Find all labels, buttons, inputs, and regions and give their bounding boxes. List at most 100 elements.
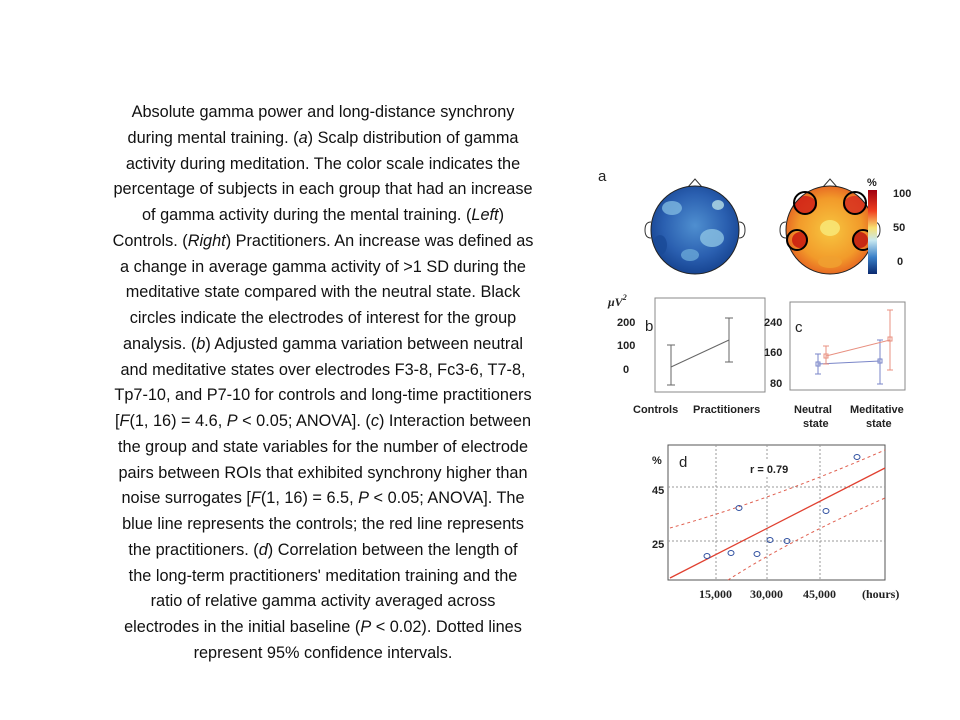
text-run: meditative state compared with the neutr… xyxy=(125,283,521,302)
caption-line: represent 95% confidence intervals. xyxy=(40,641,606,667)
data-points xyxy=(703,454,861,559)
caption-line: and meditative states over electrodes F3… xyxy=(40,358,606,384)
color-bar-tick: 0 xyxy=(897,256,903,268)
y-unit-sup: 2 xyxy=(622,293,627,302)
text-run: during mental training. ( xyxy=(127,128,299,147)
color-bar-tick: 100 xyxy=(893,188,911,200)
italic-run: d xyxy=(258,540,268,559)
text-run: activity during meditation. The color sc… xyxy=(125,154,521,173)
caption-line: blue line represents the controls; the r… xyxy=(40,512,606,538)
caption: Absolute gamma power and long-distance s… xyxy=(40,100,606,667)
caption-line: Controls. (Right) Practitioners. An incr… xyxy=(40,229,606,255)
text-run: ) Practitioners. An increase was defined… xyxy=(225,231,534,250)
text-run: and meditative states over electrodes F3… xyxy=(120,360,526,379)
text-run: of gamma activity during the mental trai… xyxy=(142,206,472,224)
text-run: ) Interaction between xyxy=(378,412,532,430)
text-run: the long-term practitioners' meditation … xyxy=(128,566,518,585)
annotation-bg xyxy=(740,460,788,476)
y-tick-label: 0 xyxy=(623,364,629,376)
x-tick-label: Practitioners xyxy=(693,404,760,416)
y-tick-label: 25 xyxy=(652,539,664,551)
scalp-map-practitioners xyxy=(779,178,881,275)
x-tick-label: 45,000 xyxy=(803,587,836,601)
text-run: [ xyxy=(114,412,120,430)
caption-line: the group and state variables for the nu… xyxy=(40,435,606,461)
caption-line: [F(1, 16) = 4.6, P < 0.05; ANOVA]. (c) I… xyxy=(40,409,606,435)
italic-run: b xyxy=(196,334,206,353)
plot-frame xyxy=(789,301,906,391)
text-run: < 0.05; ANOVA]. The xyxy=(369,489,525,508)
caption-line: noise surrogates [F(1, 16) = 6.5, P < 0.… xyxy=(40,486,606,512)
text-run: ) Scalp distribution of gamma xyxy=(307,128,519,147)
text-run: blue line represents the controls; the r… xyxy=(122,515,524,533)
italic-run: P xyxy=(360,618,372,636)
caption-line: ratio of relative gamma activity average… xyxy=(40,589,606,615)
caption-line: pairs between ROIs that exhibited synchr… xyxy=(40,461,606,487)
color-bar xyxy=(868,190,877,274)
y-tick-label: 240 xyxy=(764,317,782,329)
text-run: Tp7-10, and P7-10 for controls and long-… xyxy=(114,386,532,405)
y-tick-label: 160 xyxy=(764,347,782,359)
caption-line: meditative state compared with the neutr… xyxy=(40,280,606,306)
text-run: ) Correlation between the length of xyxy=(267,540,518,559)
text-run: analysis. ( xyxy=(122,334,197,353)
x-tick-label: state xyxy=(866,418,892,430)
x-unit: (hours) xyxy=(862,587,899,601)
text-run: < 0.05; ANOVA]. ( xyxy=(237,412,371,430)
italic-run: F xyxy=(119,412,130,430)
y-unit: μV2 xyxy=(607,293,627,309)
x-tick-label: Controls xyxy=(633,404,678,416)
x-tick-label: Neutral xyxy=(794,404,832,416)
text-run: the group and state variables for the nu… xyxy=(118,437,528,456)
italic-run: a xyxy=(298,128,308,147)
text-run: percentage of subjects in each group tha… xyxy=(113,180,533,199)
text-run: ) Adjusted gamma variation between neutr… xyxy=(205,334,524,353)
italic-run: F xyxy=(250,489,261,508)
caption-line: the practitioners. (d) Correlation betwe… xyxy=(40,538,606,564)
y-tick-label: 100 xyxy=(617,340,635,352)
text-run: noise surrogates [ xyxy=(121,489,251,508)
y-unit: % xyxy=(652,455,662,467)
text-run: (1, 16) = 6.5, xyxy=(260,489,359,508)
caption-line: the long-term practitioners' meditation … xyxy=(40,564,606,590)
caption-line: percentage of subjects in each group tha… xyxy=(40,177,606,203)
text-run: Controls. ( xyxy=(112,231,188,250)
x-tick-label: Meditative xyxy=(850,404,904,416)
annotation: r = 0.79 xyxy=(750,464,788,476)
text-run: a change in average gamma activity of >1… xyxy=(120,257,526,276)
text-run: ) xyxy=(498,206,504,224)
text-run: (1, 16) = 4.6, xyxy=(129,412,227,430)
plot-frame xyxy=(654,297,766,393)
controls-line xyxy=(815,339,883,385)
fit-line xyxy=(669,467,886,579)
caption-line: analysis. (b) Adjusted gamma variation b… xyxy=(40,332,606,358)
color-bar-unit: % xyxy=(867,177,877,189)
y-tick-label: 200 xyxy=(617,317,635,329)
text-run: pairs between ROIs that exhibited synchr… xyxy=(118,463,528,482)
text-run: < 0.02). Dotted lines xyxy=(371,618,522,636)
scalp-map-controls xyxy=(644,178,746,275)
plot-frame xyxy=(667,444,886,581)
text-run: ratio of relative gamma activity average… xyxy=(150,592,496,611)
caption-line: circles indicate the electrodes of inter… xyxy=(40,306,606,332)
text-run: the practitioners. ( xyxy=(128,540,259,559)
caption-line: of gamma activity during the mental trai… xyxy=(40,203,606,229)
panel-label: a xyxy=(598,168,607,185)
caption-line: a change in average gamma activity of >1… xyxy=(40,255,606,281)
caption-line: activity during meditation. The color sc… xyxy=(40,152,606,178)
caption-line: during mental training. (a) Scalp distri… xyxy=(40,126,606,152)
italic-run: P xyxy=(358,489,370,508)
x-tick-label: state xyxy=(803,418,829,430)
y-tick-label: 45 xyxy=(652,485,664,497)
x-tick-label: 30,000 xyxy=(750,587,783,601)
practitioners-line xyxy=(823,309,893,371)
data-lines xyxy=(667,317,733,386)
text-run: represent 95% confidence intervals. xyxy=(193,643,453,662)
italic-run: c xyxy=(370,412,379,430)
text-run: Absolute gamma power and long-distance s… xyxy=(131,103,515,121)
panel-label: d xyxy=(679,454,687,471)
y-unit: μV xyxy=(607,295,624,309)
caption-line: Absolute gamma power and long-distance s… xyxy=(40,100,606,126)
